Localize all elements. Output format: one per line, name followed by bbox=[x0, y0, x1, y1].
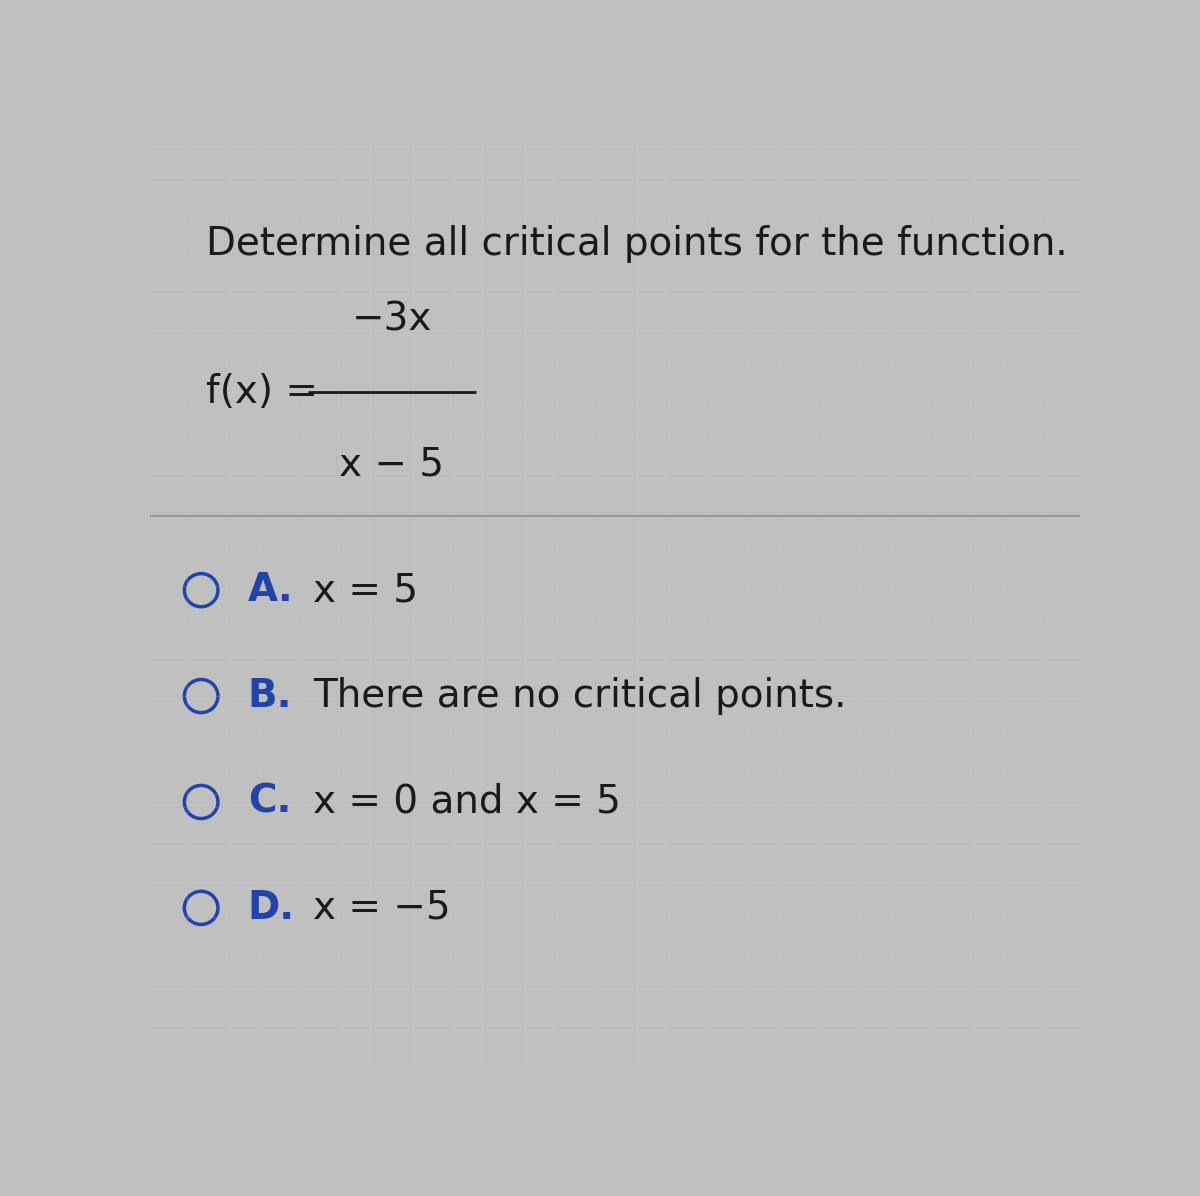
Text: B.: B. bbox=[247, 677, 292, 715]
Text: −3x: −3x bbox=[352, 300, 432, 338]
Text: A.: A. bbox=[247, 572, 293, 609]
Text: There are no critical points.: There are no critical points. bbox=[313, 677, 846, 715]
Text: D.: D. bbox=[247, 889, 295, 927]
Text: f(x) =: f(x) = bbox=[206, 373, 318, 411]
Text: x = −5: x = −5 bbox=[313, 889, 450, 927]
Text: x − 5: x − 5 bbox=[340, 446, 444, 483]
Text: x = 5: x = 5 bbox=[313, 572, 418, 609]
Text: Determine all critical points for the function.: Determine all critical points for the fu… bbox=[206, 225, 1068, 263]
Text: C.: C. bbox=[247, 783, 292, 820]
Text: x = 0 and x = 5: x = 0 and x = 5 bbox=[313, 783, 620, 820]
